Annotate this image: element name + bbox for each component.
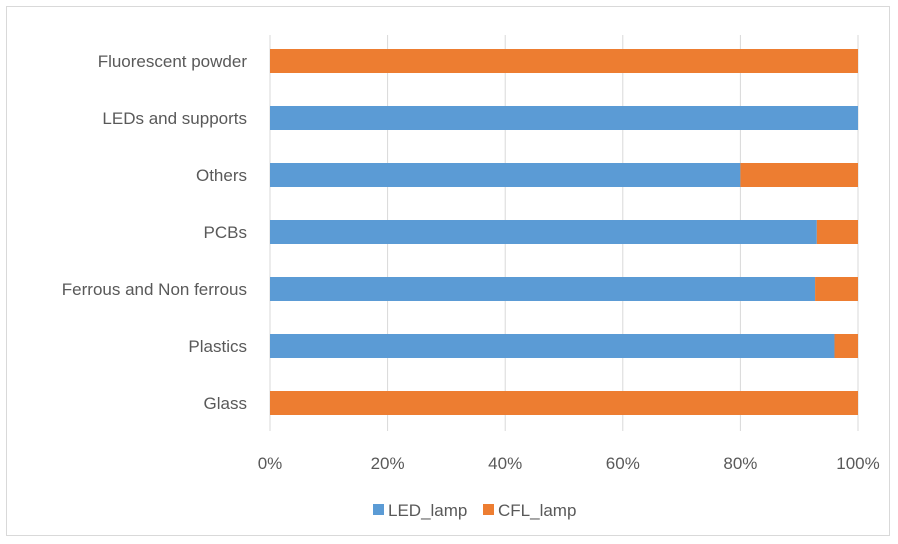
category-label: Ferrous and Non ferrous — [62, 280, 247, 299]
legend-label: CFL_lamp — [498, 501, 576, 520]
x-tick-label: 20% — [371, 454, 405, 473]
bar-segment — [270, 163, 741, 187]
legend: LED_lamp CFL_lamp — [373, 501, 576, 520]
category-label: LEDs and supports — [102, 109, 247, 128]
bar-segment — [834, 334, 858, 358]
category-label: Fluorescent powder — [98, 52, 248, 71]
chart-frame — [6, 6, 890, 536]
legend-swatch — [373, 504, 384, 515]
category-label: Others — [196, 166, 247, 185]
x-tick-label: 100% — [836, 454, 879, 473]
x-tick-label: 0% — [258, 454, 283, 473]
bar-segment — [815, 277, 858, 301]
bars — [270, 49, 858, 415]
category-label: Glass — [204, 394, 247, 413]
category-label: Plastics — [188, 337, 247, 356]
bar-segment — [270, 277, 816, 301]
bar-segment — [740, 163, 858, 187]
legend-label: LED_lamp — [388, 501, 467, 520]
legend-swatch — [483, 504, 494, 515]
x-tick-labels: 0% 20% 40% 60% 80% 100% — [258, 454, 880, 473]
bar-segment — [816, 220, 858, 244]
bar-segment — [270, 334, 835, 358]
x-tick-label: 40% — [488, 454, 522, 473]
bar-segment — [270, 49, 858, 73]
bar-segment — [270, 220, 817, 244]
bar-segment — [270, 106, 858, 130]
category-label: PCBs — [204, 223, 247, 242]
category-labels: Fluorescent powder LEDs and supports Other… — [62, 52, 248, 413]
bar-segment — [270, 391, 858, 415]
x-tick-label: 80% — [723, 454, 757, 473]
x-tick-label: 60% — [606, 454, 640, 473]
